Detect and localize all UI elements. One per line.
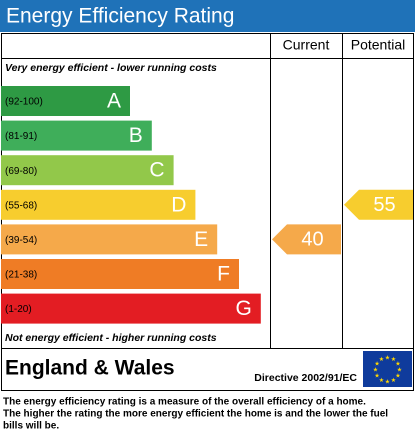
band-letter: B <box>129 124 143 147</box>
flag-star: ★ <box>385 355 390 362</box>
band-range: (1-20) <box>5 304 32 315</box>
rating-value: 55 <box>373 194 395 216</box>
region: England & Wales <box>5 357 175 380</box>
flag-star: ★ <box>391 377 396 384</box>
header: Current <box>283 37 330 53</box>
title: Energy Efficiency Rating <box>6 5 234 28</box>
flag-star: ★ <box>385 379 390 386</box>
eu-flag: ★★★★★★★★★ ★ ★★ <box>363 351 412 387</box>
description: bills will be. <box>3 421 59 432</box>
rating-arrow <box>272 224 341 255</box>
band-bar <box>1 224 218 255</box>
flag-star: ★ <box>391 356 396 363</box>
band-letter: D <box>171 193 186 216</box>
flag-star: ★ <box>374 373 379 380</box>
bottom-note: Not energy efficient - higher running co… <box>5 332 217 344</box>
flag-star: ★ <box>379 356 384 363</box>
flag-bg <box>363 351 412 387</box>
band-range: (21-38) <box>5 270 37 281</box>
band-range: (81-91) <box>5 131 37 142</box>
flag-star: ★ <box>395 361 400 368</box>
flag-star: ★ <box>379 377 384 384</box>
band-letter: C <box>149 159 164 182</box>
band-bar <box>1 86 130 116</box>
rating-value: 40 <box>301 229 323 251</box>
band-letter: F <box>217 263 230 286</box>
band-range: (92-100) <box>5 97 43 108</box>
band-bar <box>1 189 196 220</box>
band-range: (69-80) <box>5 166 37 177</box>
band-letter: A <box>107 90 121 113</box>
band-range: (55-68) <box>5 200 37 211</box>
band-bar <box>1 155 174 186</box>
band-letter: E <box>194 228 208 251</box>
flag-star: ★ <box>373 367 378 374</box>
band-letter: G <box>235 297 251 320</box>
header: Potential <box>351 37 405 53</box>
flag-star: ★ <box>395 373 400 380</box>
band-bar <box>1 293 261 324</box>
top-note: Very energy efficient - lower running co… <box>5 62 217 74</box>
description: The higher the rating the more energy ef… <box>3 409 388 420</box>
band-bar <box>1 120 152 151</box>
band-range: (39-54) <box>5 235 37 246</box>
band-bar <box>1 259 239 289</box>
flag-star: ★ <box>374 361 379 368</box>
directive: Directive 2002/91/EC <box>254 372 357 384</box>
rating-arrow <box>344 189 413 220</box>
description: The energy efficiency rating is a measur… <box>3 397 366 408</box>
flag-star: ★ <box>397 367 402 374</box>
title-bar <box>0 0 415 32</box>
